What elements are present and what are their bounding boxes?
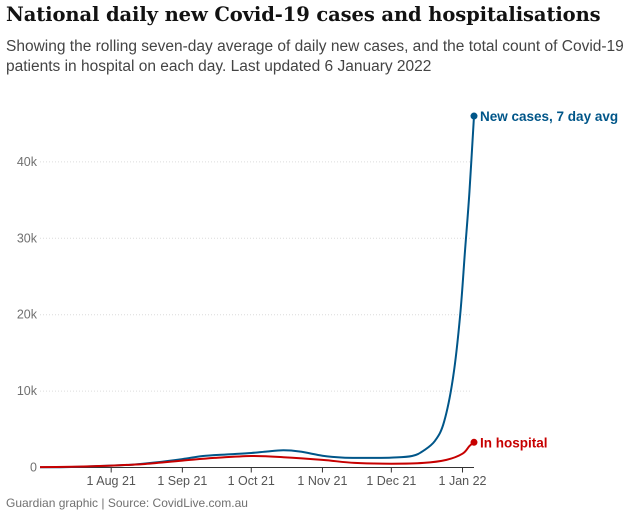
y-tick-label: 20k — [17, 308, 38, 322]
y-tick-label: 10k — [17, 384, 38, 398]
end-label-new-cases-7-day-avg: New cases, 7 day avg — [480, 109, 618, 124]
series-line-new-cases-7-day-avg — [39, 116, 475, 469]
chart-title: National daily new Covid-19 cases and ho… — [6, 3, 601, 26]
y-axis-labels: 0 10k 20k 30k 40k — [17, 155, 38, 475]
source-footer: Guardian graphic | Source: CovidLive.com… — [6, 496, 248, 510]
x-tick-label: 1 Jan 22 — [439, 474, 487, 488]
series-lines — [39, 116, 475, 469]
end-label-in-hospital: In hospital — [480, 435, 548, 450]
y-tick-label: 30k — [17, 231, 38, 245]
end-point-in-hospital — [470, 438, 478, 446]
x-tick-label: 1 Aug 21 — [87, 474, 136, 488]
series-line-in-hospital — [39, 441, 475, 469]
grid-lines — [40, 161, 470, 392]
x-tick-label: 1 Sep 21 — [157, 474, 207, 488]
x-axis: 1 Aug 21 1 Sep 21 1 Oct 21 1 Nov 21 1 Dec 21… — [40, 467, 487, 488]
y-tick-label: 0 — [30, 461, 37, 475]
x-tick-label: 1 Nov 21 — [297, 474, 347, 488]
end-point-new-cases-7-day-avg — [470, 112, 478, 120]
series-end-labels: New cases, 7 day avg In hospital — [470, 109, 618, 450]
x-tick-label: 1 Oct 21 — [228, 474, 275, 488]
x-tick-label: 1 Dec 21 — [366, 474, 416, 488]
chart-subtitle: Showing the rolling seven-day average of… — [6, 38, 624, 75]
y-tick-label: 40k — [17, 155, 38, 169]
